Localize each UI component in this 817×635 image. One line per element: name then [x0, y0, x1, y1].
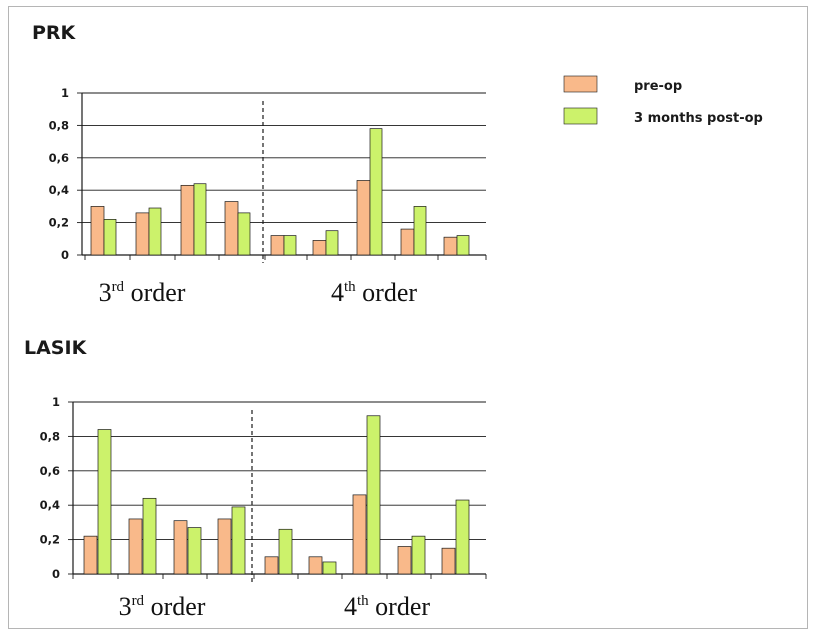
lasik-group-label: 4th order	[344, 592, 430, 621]
prk-ytick-label: 1	[61, 86, 69, 100]
legend: pre-op 3 months post-op	[563, 75, 763, 126]
lasik-ytick-label: 0,4	[40, 498, 60, 512]
prk-bar-post-op	[325, 230, 339, 256]
prk-title: PRK	[32, 22, 77, 44]
lasik-bar-pre-op	[217, 518, 232, 575]
prk-bar-pre-op	[224, 201, 239, 256]
prk-bar-pre-op	[312, 240, 327, 256]
lasik-title: LASIK	[24, 337, 88, 359]
prk-ytick-label: 0	[61, 248, 69, 262]
lasik-ytick-label: 0,8	[40, 429, 60, 443]
prk-bar-post-op	[369, 128, 383, 256]
lasik-bar-post-op	[278, 528, 293, 575]
prk-bar-post-op	[413, 206, 427, 256]
lasik-bar-pre-op	[308, 556, 323, 575]
lasik-ytick-label: 0,2	[40, 533, 60, 547]
prk-bar-post-op	[456, 235, 470, 256]
prk-bar-post-op	[283, 235, 297, 256]
lasik-chart: 0 0,2 0,4 0,6 0,8 1 3rd order 4th order	[40, 395, 487, 621]
legend-swatch-pre-op	[563, 75, 598, 93]
prk-ytick-label: 0,6	[49, 151, 69, 165]
legend-swatch-post-op	[563, 107, 598, 125]
prk-ytick-label: 0,8	[49, 118, 69, 132]
prk-ytick-label: 0,2	[49, 216, 69, 230]
lasik-bar-pre-op	[83, 535, 98, 575]
prk-bar-pre-op	[400, 228, 415, 256]
prk-bar-pre-op	[356, 180, 371, 256]
lasik-bar-pre-op	[397, 546, 412, 575]
lasik-bar-post-op	[142, 497, 157, 575]
lasik-bar-post-op	[366, 415, 381, 575]
prk-bar-pre-op	[443, 236, 458, 256]
lasik-bar-post-op	[231, 506, 246, 575]
legend-label-post-op: 3 months post-op	[634, 111, 763, 126]
lasik-bar-pre-op	[264, 556, 279, 575]
prk-ytick-label: 0,4	[49, 183, 69, 197]
prk-bar-pre-op	[180, 184, 195, 256]
lasik-bar-pre-op	[173, 520, 188, 575]
prk-group-label: 3rd order	[99, 278, 186, 307]
lasik-group-label: 3rd order	[119, 592, 206, 621]
lasik-bar-pre-op	[352, 494, 367, 575]
prk-group-label: 4th order	[331, 278, 417, 307]
prk-bar-post-op	[148, 207, 162, 256]
prk-bar-post-op	[193, 183, 207, 256]
prk-bar-pre-op	[90, 206, 105, 256]
prk-bar-post-op	[237, 212, 251, 256]
lasik-ytick-label: 0	[52, 567, 60, 581]
lasik-bar-post-op	[97, 429, 112, 575]
lasik-ytick-label: 0,6	[40, 464, 60, 478]
lasik-bar-pre-op	[128, 518, 143, 575]
lasik-bar-post-op	[411, 535, 426, 575]
lasik-bar-post-op	[322, 561, 337, 575]
legend-label-pre-op: pre-op	[634, 79, 682, 94]
prk-bar-pre-op	[270, 235, 285, 256]
prk-bar-pre-op	[135, 212, 150, 256]
lasik-bar-post-op	[455, 499, 470, 575]
prk-bar-post-op	[103, 219, 117, 256]
lasik-ytick-label: 1	[52, 395, 60, 409]
lasik-bar-pre-op	[441, 547, 456, 575]
lasik-bar-post-op	[187, 527, 202, 575]
prk-chart: 0 0,2 0,4 0,6 0,8 1 3rd order 4th order	[49, 86, 487, 307]
